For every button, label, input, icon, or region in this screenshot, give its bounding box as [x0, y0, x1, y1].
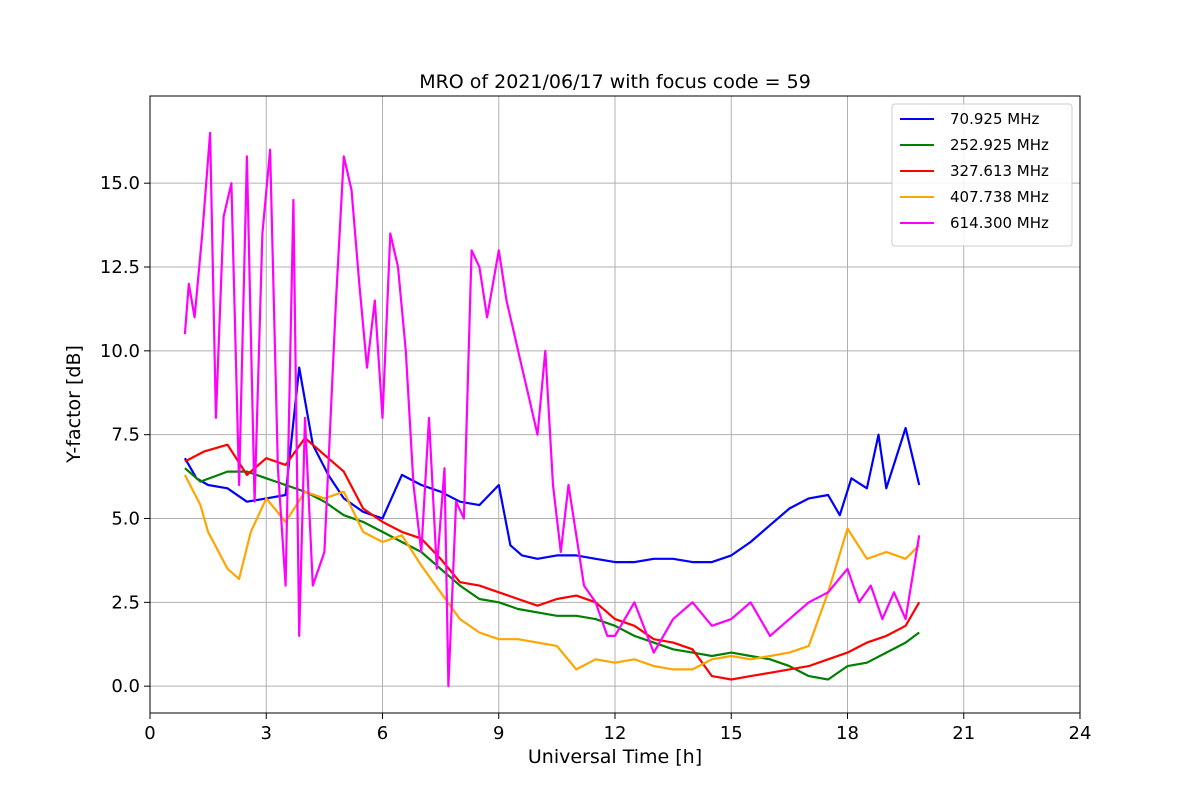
series-line-5: [183, 131, 921, 688]
x-axis-label: Universal Time [h]: [528, 746, 702, 768]
y-tick-label: 10.0: [100, 341, 140, 362]
x-tick-label: 9: [493, 723, 504, 744]
x-tick-label: 12: [604, 723, 627, 744]
y-tick-label: 7.5: [111, 425, 140, 446]
legend-box: [891, 103, 1073, 247]
series-line-4: [183, 474, 920, 671]
legend-entry-label: 614.300 MHz: [950, 214, 1049, 232]
x-tick-label: 24: [1069, 723, 1092, 744]
legend-entry-label: 327.613 MHz: [950, 162, 1049, 180]
axis-ticks: 0 3 6 9 12 15 18 21 24 0.0 2.5 5.0 7.5 10.0 12.5 15.0: [100, 173, 1092, 744]
x-tick-label: 21: [952, 723, 975, 744]
series-line-1: [183, 366, 921, 564]
legend-entry-label: 70.925 MHz: [950, 110, 1039, 128]
x-tick-label: 18: [836, 723, 859, 744]
y-tick-label: 15.0: [100, 173, 140, 194]
y-tick-label: 0.0: [111, 676, 140, 697]
legend: 70.925 MHz 252.925 MHz 327.613 MHz 407.738 …: [891, 103, 1073, 247]
x-tick-label: 15: [720, 723, 743, 744]
y-tick-label: 2.5: [111, 592, 140, 613]
series-lines: [183, 131, 921, 688]
x-tick-label: 0: [144, 723, 155, 744]
y-tick-label: 12.5: [100, 257, 140, 278]
y-axis-label: Y-factor [dB]: [63, 345, 85, 464]
series-line-3: [184, 436, 921, 681]
chart-title: MRO of 2021/06/17 with focus code = 59: [419, 71, 811, 93]
x-tick-label: 6: [377, 723, 388, 744]
legend-entry-label: 252.925 MHz: [950, 136, 1049, 154]
y-tick-label: 5.0: [111, 509, 140, 530]
x-tick-label: 3: [261, 723, 272, 744]
legend-entry-label: 407.738 MHz: [950, 188, 1049, 206]
